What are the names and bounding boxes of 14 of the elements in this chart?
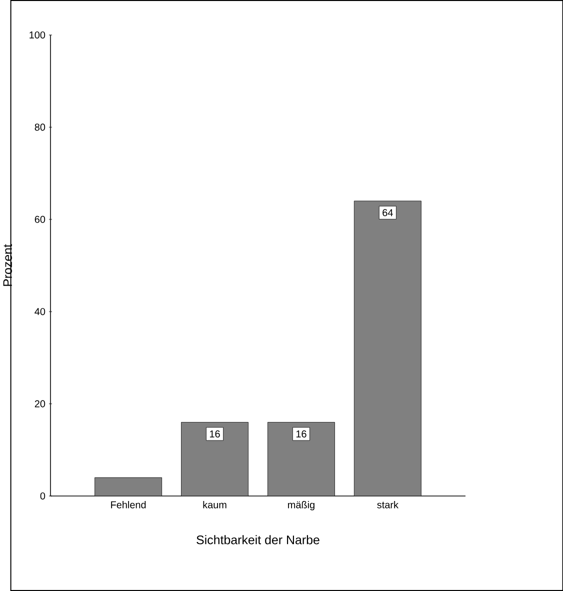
y-tick-label: 0	[40, 492, 45, 500]
y-tick-label: 100	[29, 31, 45, 39]
y-tick-label: 80	[34, 124, 45, 131]
y-tick-label: 40	[34, 308, 45, 316]
x-axis-title: Sichtbarkeit der Narbe	[196, 535, 320, 544]
x-tick-label: stark	[377, 501, 398, 508]
x-tick-label: kaum	[203, 501, 226, 508]
data-label: 16	[210, 430, 220, 438]
data-label: 16	[296, 430, 306, 438]
x-tick-label: Fehlend	[110, 501, 146, 508]
data-label: 64	[382, 209, 393, 216]
x-tick-label: mäßig	[288, 501, 314, 510]
y-tick-label: 60	[34, 216, 45, 223]
y-tick-label: 20	[34, 400, 45, 408]
